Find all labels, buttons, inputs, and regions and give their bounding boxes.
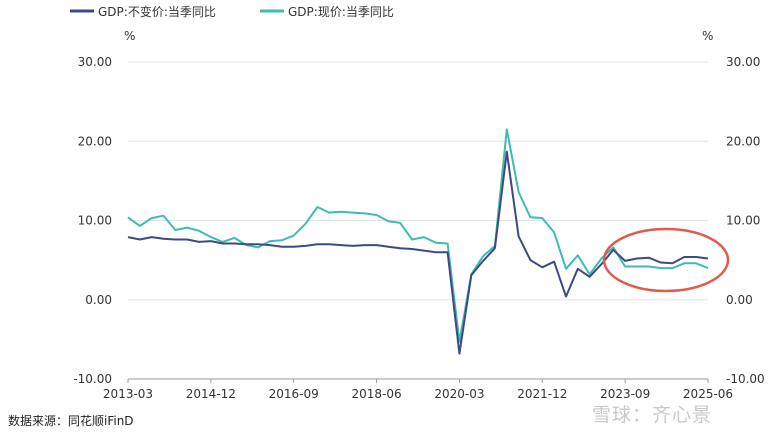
highlight-ellipse bbox=[602, 227, 730, 293]
series-line-real-gdp bbox=[127, 150, 709, 355]
x-tick-label: 2021-12 bbox=[517, 387, 567, 401]
x-tick-label: 2014-12 bbox=[186, 387, 236, 401]
legend: GDP:不变价:当季同比 GDP:现价:当季同比 bbox=[70, 4, 394, 19]
x-tick-label: 2020-03 bbox=[434, 387, 484, 401]
y-axis-unit-right: % bbox=[702, 29, 713, 43]
y-tick-label-left: 10.00 bbox=[78, 214, 112, 228]
x-axis: 2013-03 2014-12 2016-09 2018-06 2020-03 2021-… bbox=[103, 379, 733, 401]
y-tick-label-right: 20.00 bbox=[726, 134, 760, 148]
y-axis-right: 30.00 20.00 10.00 0.00 -10.00 bbox=[726, 55, 765, 386]
legend-label-real: GDP:不变价:当季同比 bbox=[98, 4, 216, 19]
series-line-nominal-gdp bbox=[127, 128, 709, 343]
x-tick-label: 2018-06 bbox=[352, 387, 402, 401]
x-tick-label: 2016-09 bbox=[269, 387, 319, 401]
legend-label-nominal: GDP:现价:当季同比 bbox=[288, 5, 394, 19]
y-axis-left: 30.00 20.00 10.00 0.00 -10.00 bbox=[73, 55, 112, 386]
series-group bbox=[127, 128, 709, 355]
y-tick-label-left: 30.00 bbox=[78, 55, 112, 69]
y-axis-unit-left: % bbox=[124, 29, 135, 43]
y-tick-label-left: -10.00 bbox=[73, 372, 112, 386]
y-tick-label-left: 20.00 bbox=[78, 134, 112, 148]
watermark: 雪球：齐心景 bbox=[592, 404, 713, 426]
x-tick-label: 2013-03 bbox=[103, 387, 153, 401]
y-tick-label-right: 10.00 bbox=[726, 214, 760, 228]
y-tick-label-right: 30.00 bbox=[726, 55, 760, 69]
y-tick-label-left: 0.00 bbox=[85, 293, 112, 307]
y-tick-label-right: 0.00 bbox=[726, 293, 753, 307]
source-note: 数据来源：同花顺iFinD bbox=[8, 414, 134, 428]
y-tick-label-right: -10.00 bbox=[726, 372, 765, 386]
x-tick-label: 2023-09 bbox=[600, 387, 650, 401]
grid bbox=[128, 61, 708, 380]
x-tick-label: 2025-06 bbox=[683, 387, 733, 401]
